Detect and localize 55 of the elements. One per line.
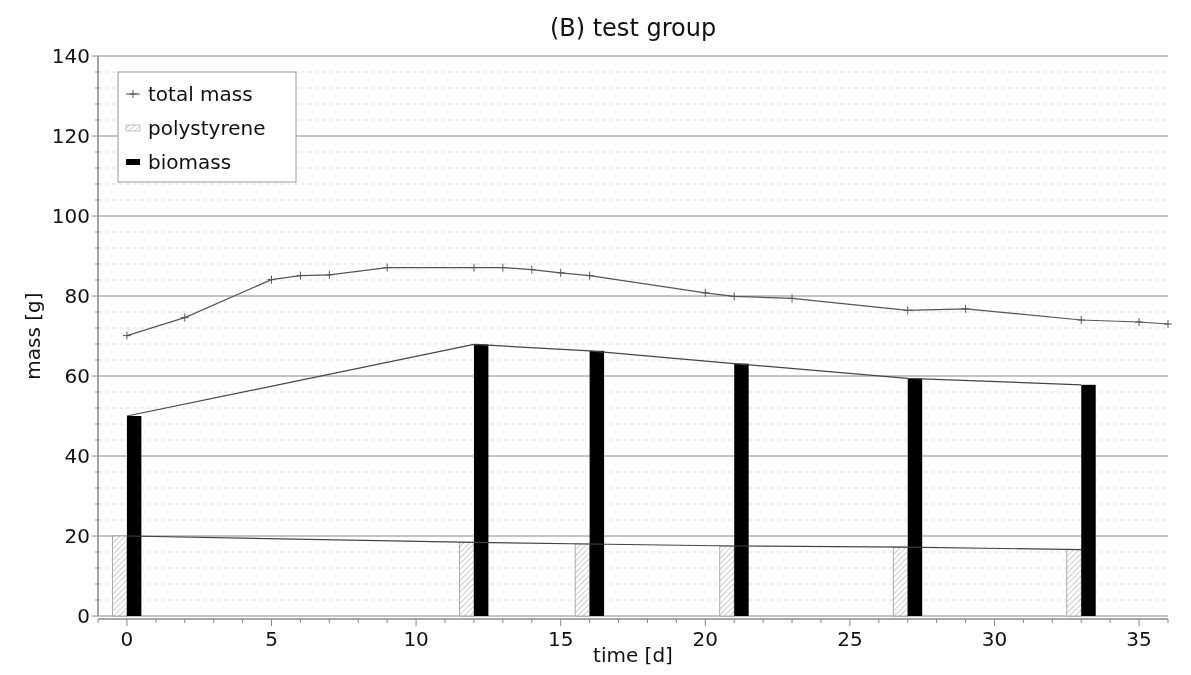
- point: [1134, 317, 1144, 327]
- bar: [1081, 384, 1096, 616]
- y-tick-label: 80: [64, 284, 90, 308]
- bar: [126, 416, 142, 616]
- point: [527, 265, 537, 275]
- bar: [1066, 549, 1082, 617]
- point: [324, 270, 334, 280]
- point: [122, 331, 132, 341]
- legend-label: biomass: [148, 150, 232, 174]
- point: [267, 275, 277, 285]
- bar: [459, 542, 475, 617]
- bar: [589, 350, 605, 616]
- point: [180, 313, 190, 323]
- chart-title: (B) test group: [549, 14, 717, 42]
- bar: [473, 344, 489, 616]
- x-tick-label: 5: [265, 627, 278, 651]
- y-tick-label: 40: [64, 444, 90, 468]
- x-tick-label: 25: [837, 627, 863, 651]
- legend-label: polystyrene: [148, 116, 266, 140]
- x-tick-label: 30: [981, 627, 1008, 651]
- y-tick-label: 60: [64, 364, 90, 388]
- line-series: [126, 535, 1082, 551]
- point: [556, 268, 566, 278]
- bar: [574, 543, 591, 617]
- point: [295, 271, 305, 281]
- point: [787, 293, 797, 303]
- line-series: [126, 343, 1082, 417]
- bar: [907, 378, 923, 616]
- y-tick-label: 140: [51, 44, 90, 68]
- point: [469, 263, 479, 273]
- point: [1163, 319, 1173, 329]
- x-tick-label: 10: [403, 627, 429, 651]
- point: [729, 291, 739, 301]
- point: [498, 263, 508, 273]
- y-tick-label: 120: [51, 124, 90, 148]
- bar: [719, 545, 735, 617]
- point: [903, 305, 913, 315]
- x-tick-label: 0: [120, 627, 134, 651]
- point: [961, 304, 971, 314]
- bar: [892, 546, 909, 617]
- bar: [112, 535, 128, 617]
- x-tick-label: 35: [1126, 627, 1152, 651]
- legend-label: total mass: [148, 82, 253, 106]
- y-axis-title: mass [g]: [21, 292, 45, 380]
- bar: [734, 363, 749, 616]
- x-axis-title: time [d]: [593, 643, 673, 667]
- point: [700, 288, 710, 298]
- y-tick-label: 20: [64, 524, 90, 548]
- y-tick-label: 0: [77, 604, 90, 628]
- point: [585, 271, 595, 281]
- y-tick-label: 100: [51, 204, 90, 228]
- x-tick-label: 20: [692, 627, 719, 651]
- x-tick-label: 15: [547, 627, 574, 651]
- point: [1076, 315, 1086, 325]
- point: [382, 263, 392, 273]
